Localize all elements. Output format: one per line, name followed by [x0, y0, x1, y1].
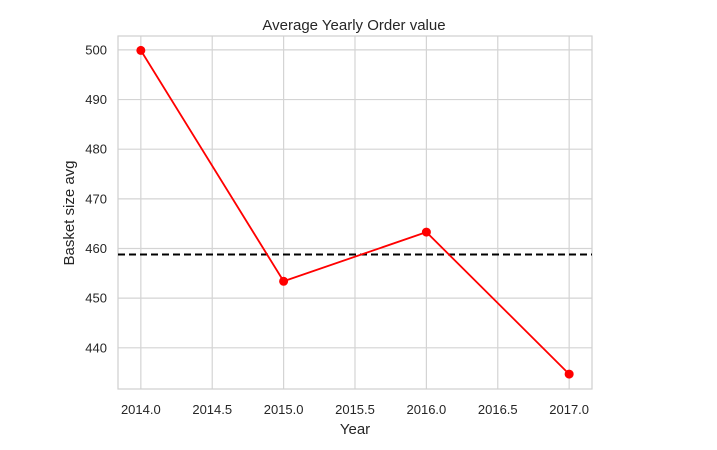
- y-tick-label: 480: [85, 142, 107, 157]
- x-axis-label: Year: [340, 421, 370, 438]
- data-point: [279, 276, 289, 286]
- data-point: [136, 45, 146, 55]
- x-tick-label: 2014.0: [121, 402, 161, 417]
- grid: [117, 35, 593, 390]
- series-layer: [136, 45, 574, 379]
- chart-title: Average Yearly Order value: [262, 17, 445, 34]
- series-line: [140, 49, 570, 375]
- x-tick-label: 2015.0: [264, 402, 304, 417]
- x-tick-label: 2015.5: [335, 402, 375, 417]
- x-tick-labels: 2014.0 2014.5 2015.0 2015.5 2016.0 2016.5 2017…: [121, 402, 589, 417]
- y-tick-label: 450: [85, 291, 107, 306]
- plot-frame: [117, 35, 593, 390]
- y-tick-label: 470: [85, 191, 107, 206]
- x-tick-label: 2017.0: [549, 402, 589, 417]
- x-tick-label: 2016.0: [407, 402, 447, 417]
- data-point: [421, 227, 431, 237]
- x-tick-label: 2014.5: [192, 402, 232, 417]
- y-tick-label: 440: [85, 340, 107, 355]
- y-tick-label: 460: [85, 241, 107, 256]
- y-tick-label: 490: [85, 92, 107, 107]
- data-point: [564, 369, 574, 379]
- x-tick-label: 2016.5: [478, 402, 518, 417]
- y-tick-label: 500: [85, 42, 107, 57]
- y-axis-label: Basket size avg: [61, 160, 78, 265]
- y-tick-labels: 440 450 460 470 480 490 500: [85, 42, 107, 355]
